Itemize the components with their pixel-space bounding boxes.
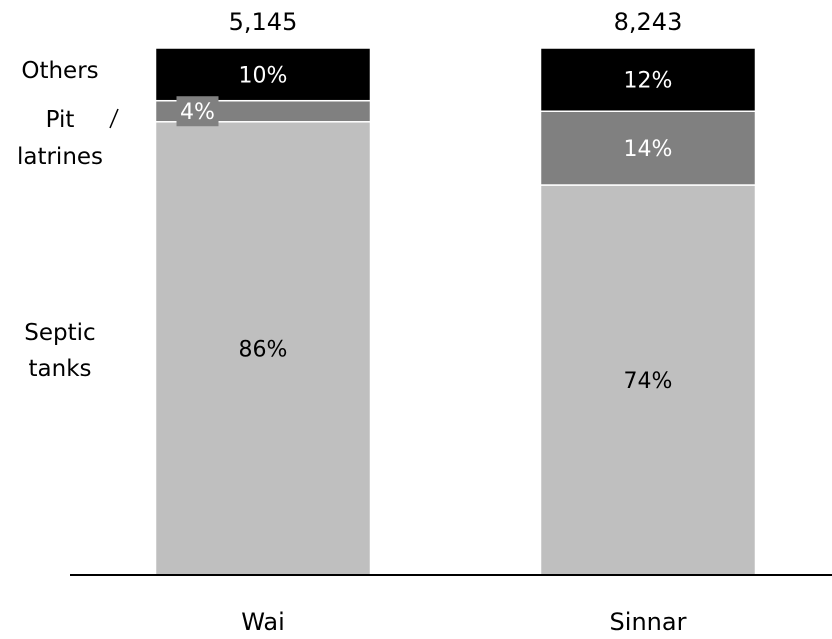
- legend-pit-leader-line: [109, 108, 119, 129]
- legend-pit-line1: Pit: [46, 107, 75, 133]
- segment-label-wai-others: 10%: [239, 63, 288, 88]
- bar-segment-sinnar-septic-tanks: [539, 184, 757, 576]
- bar-segment-wai-others: [154, 47, 372, 102]
- segment-label-box-wai-pit-latrines: [176, 96, 219, 127]
- segment-label-sinnar-septic-tanks: 74%: [624, 369, 673, 394]
- segment-label-wai-pit-latrines: 4%: [180, 100, 215, 125]
- category-label-wai: Wai: [241, 608, 285, 636]
- bars-group: [154, 47, 757, 576]
- segment-label-wai-septic-tanks: 86%: [239, 337, 288, 362]
- total-label-wai: 5,145: [229, 8, 298, 36]
- segment-label-sinnar-pit-latrines: 14%: [624, 137, 673, 162]
- segment-labels-group: 86% 4% 10% 74% 14% 12%: [176, 63, 673, 394]
- segment-label-sinnar-others: 12%: [624, 69, 673, 94]
- legend-others: Others: [21, 58, 98, 84]
- bar-segment-sinnar-pit-latrines: [539, 110, 757, 186]
- legend-septic-line1: Septic: [24, 320, 95, 346]
- bar-segment-wai-septic-tanks: [154, 121, 372, 576]
- legend-pit-line2: latrines: [17, 144, 103, 170]
- bar-segment-sinnar-others: [539, 47, 757, 112]
- legend-septic-line2: tanks: [29, 356, 92, 382]
- total-label-sinnar: 8,243: [614, 8, 683, 36]
- category-label-sinnar: Sinnar: [610, 608, 687, 636]
